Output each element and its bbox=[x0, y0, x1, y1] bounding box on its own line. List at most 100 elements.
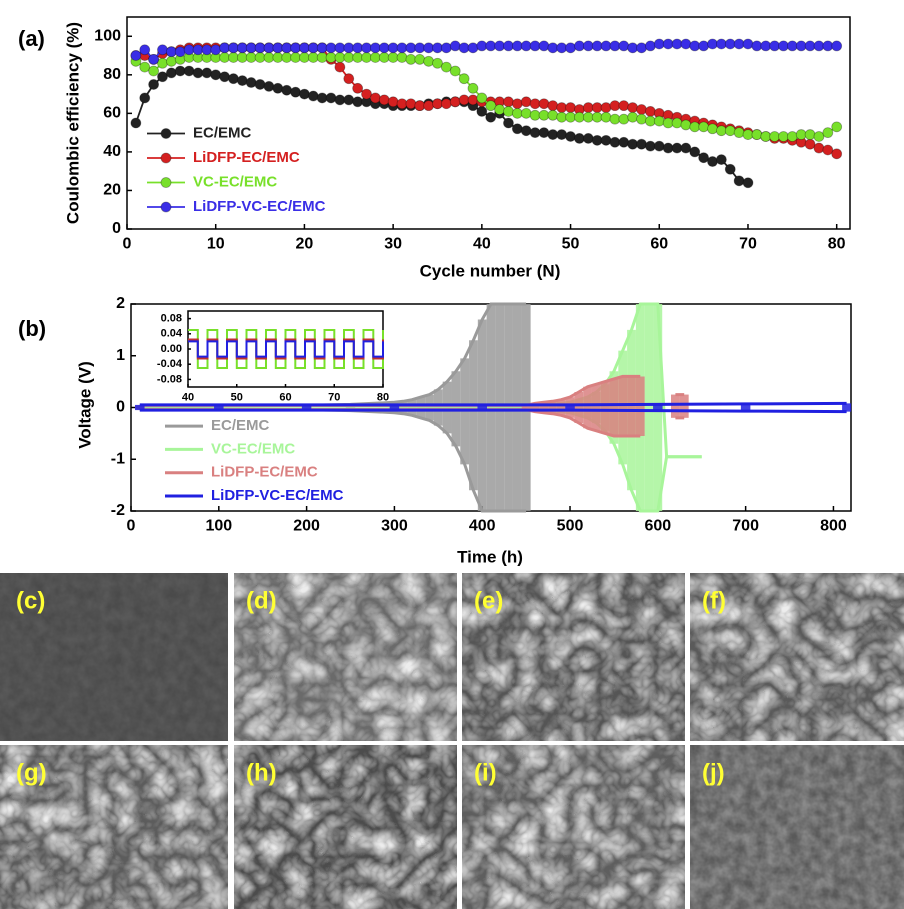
x-tick-label: 40 bbox=[473, 235, 491, 252]
upper-envelope bbox=[139, 374, 685, 407]
data-point bbox=[334, 61, 346, 73]
sem-label: (e) bbox=[474, 587, 503, 614]
legend-label: EC/EMC bbox=[193, 124, 252, 141]
data-point bbox=[219, 71, 230, 83]
data-point bbox=[538, 127, 550, 139]
data-point bbox=[636, 104, 647, 115]
data-point bbox=[822, 127, 834, 139]
x-tick-label: 70 bbox=[739, 235, 757, 252]
data-point bbox=[396, 52, 408, 63]
data-point bbox=[343, 73, 355, 85]
y-tick-label: 80 bbox=[103, 66, 121, 83]
data-point bbox=[653, 140, 665, 152]
x-axis-title: Cycle number (N) bbox=[420, 261, 561, 280]
panel-label: (b) bbox=[18, 316, 46, 341]
data-point bbox=[449, 96, 461, 108]
data-point bbox=[290, 86, 301, 98]
sem-texture bbox=[462, 573, 685, 741]
legend-marker bbox=[160, 177, 172, 188]
y-tick-label: 60 bbox=[103, 105, 121, 122]
data-point bbox=[148, 65, 160, 77]
data-point bbox=[467, 42, 479, 54]
data-point bbox=[698, 121, 710, 133]
sem-texture bbox=[690, 745, 904, 909]
data-point bbox=[724, 163, 736, 175]
y-tick-label: 0 bbox=[112, 220, 121, 237]
sem-label: (d) bbox=[246, 587, 277, 614]
data-point bbox=[556, 129, 568, 140]
data-point bbox=[352, 82, 364, 94]
data-point bbox=[263, 80, 275, 92]
x-tick-label: 30 bbox=[384, 235, 402, 252]
data-point bbox=[174, 46, 186, 58]
x-tick-label: 40 bbox=[182, 391, 194, 403]
data-point bbox=[627, 102, 639, 113]
data-point bbox=[831, 121, 843, 133]
data-point bbox=[467, 82, 479, 94]
data-point bbox=[369, 92, 381, 104]
y-axis-title: Voltage (V) bbox=[75, 361, 94, 449]
data-point bbox=[511, 98, 523, 110]
data-point bbox=[653, 115, 665, 127]
legend-label: VC-EC/EMC bbox=[211, 440, 295, 457]
x-tick-label: 100 bbox=[205, 517, 232, 534]
x-tick-label: 400 bbox=[469, 517, 496, 534]
data-point bbox=[485, 111, 497, 123]
data-point bbox=[786, 131, 798, 142]
data-point bbox=[751, 129, 763, 140]
data-point bbox=[565, 102, 576, 113]
data-point bbox=[139, 61, 151, 73]
data-point bbox=[671, 117, 683, 129]
data-point bbox=[449, 40, 461, 52]
data-point bbox=[511, 123, 523, 135]
data-point bbox=[689, 146, 701, 158]
upper-envelope bbox=[139, 401, 847, 407]
data-point bbox=[210, 44, 222, 56]
data-point bbox=[210, 69, 222, 81]
data-point bbox=[618, 136, 630, 148]
data-point bbox=[680, 142, 692, 154]
data-point bbox=[201, 67, 213, 79]
data-point bbox=[485, 100, 497, 112]
data-point bbox=[165, 67, 177, 79]
data-point bbox=[822, 144, 834, 156]
data-point bbox=[520, 96, 532, 108]
data-point bbox=[813, 131, 825, 142]
x-tick-label: 50 bbox=[562, 235, 580, 252]
panel-label: (a) bbox=[18, 26, 45, 51]
data-point bbox=[449, 65, 461, 77]
x-axis-title: Time (h) bbox=[457, 547, 523, 566]
sem-texture bbox=[690, 573, 904, 741]
x-tick-label: 0 bbox=[127, 517, 136, 534]
plot-frame bbox=[126, 16, 851, 230]
data-point bbox=[476, 106, 488, 117]
sem-texture bbox=[234, 573, 457, 741]
data-point bbox=[538, 98, 550, 110]
x-tick-label: 10 bbox=[207, 235, 225, 252]
x-tick-label: 70 bbox=[328, 391, 340, 403]
y-tick-label: 0.08 bbox=[161, 313, 182, 325]
data-point bbox=[680, 38, 692, 50]
data-point bbox=[148, 79, 160, 90]
y-tick-label: -0.04 bbox=[157, 358, 183, 370]
data-point bbox=[520, 107, 532, 119]
data-point bbox=[698, 40, 710, 52]
data-point bbox=[503, 117, 514, 129]
y-tick-label: 1 bbox=[116, 347, 125, 364]
lower-envelope bbox=[139, 408, 685, 438]
y-tick-label: -0.08 bbox=[157, 373, 182, 385]
lower-envelope bbox=[139, 408, 847, 414]
y-tick-label: 0.00 bbox=[161, 343, 182, 355]
data-point bbox=[254, 79, 266, 90]
data-point bbox=[680, 119, 692, 131]
data-point bbox=[440, 98, 452, 110]
x-tick-label: 60 bbox=[650, 235, 668, 252]
data-point bbox=[405, 98, 417, 110]
y-tick-label: 40 bbox=[103, 143, 121, 160]
data-point bbox=[343, 94, 355, 106]
data-point bbox=[600, 111, 612, 123]
sem-texture bbox=[234, 745, 457, 909]
data-point bbox=[831, 40, 843, 52]
x-tick-label: 0 bbox=[123, 235, 132, 252]
